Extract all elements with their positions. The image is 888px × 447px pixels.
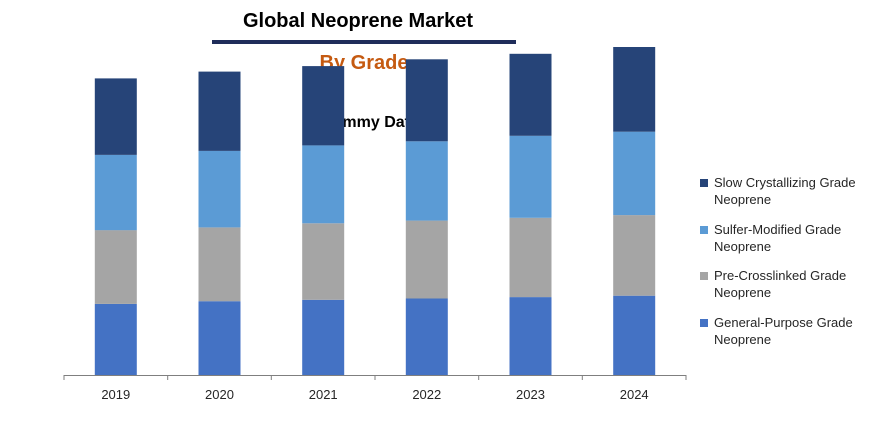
bar-segment-2024-series-0	[613, 295, 656, 375]
bar-segment-2022-series-0	[405, 298, 448, 375]
bar-segment-2023-series-2	[509, 135, 552, 218]
legend-swatch	[700, 318, 708, 327]
legend-label: General-Purpose Grade Neoprene	[714, 314, 853, 347]
stacked-bar-chart: 2019 2020 2021 2022 2023 2024	[63, 47, 687, 402]
bar-segment-2020-series-0	[198, 301, 241, 375]
bar-segment-2024-series-2	[613, 131, 656, 216]
bar-segment-2019-series-3	[94, 78, 137, 155]
bar-segment-2020-series-2	[198, 150, 241, 228]
x-tick-label: 2024	[620, 387, 649, 402]
x-tick-label: 2021	[309, 387, 338, 402]
legend-swatch	[700, 225, 708, 234]
bar-segment-2021-series-2	[302, 145, 345, 224]
x-tick-label: 2019	[101, 387, 130, 402]
bar-segment-2021-series-3	[302, 66, 345, 146]
legend-label: Pre-Crosslinked Grade Neoprene	[714, 268, 847, 300]
bar-segment-2024-series-3	[613, 47, 656, 132]
legend: Slow Crystallizing Grade Neoprene Sulfer…	[700, 174, 886, 360]
bar-segment-2020-series-1	[198, 227, 241, 302]
chart-title: Dummy Data	[321, 114, 419, 131]
bar-segment-2021-series-0	[302, 299, 345, 375]
bar-segment-2023-series-1	[509, 217, 552, 298]
bar-segment-2019-series-1	[94, 230, 137, 304]
x-axis: 2019 2020 2021 2022 2023 2024	[63, 375, 687, 402]
bar-segment-2022-series-3	[405, 59, 448, 142]
bars-layer	[94, 47, 656, 375]
legend-swatch	[700, 272, 708, 280]
bar-segment-2019-series-0	[94, 303, 137, 375]
bar-segment-2022-series-1	[405, 220, 448, 299]
bar-segment-2024-series-1	[613, 215, 656, 296]
bar-segment-2022-series-2	[405, 141, 448, 221]
x-tick-label: 2020	[205, 387, 234, 402]
legend-swatch	[700, 179, 708, 187]
legend-label: Slow Crystallizing Grade Neoprene	[714, 175, 856, 207]
bar-segment-2023-series-3	[509, 53, 552, 136]
bar-segment-2023-series-0	[509, 297, 552, 375]
legend-item: General-Purpose Grade Neoprene	[700, 314, 886, 361]
x-tick-label: 2022	[412, 387, 441, 402]
legend-item: Pre-Crosslinked Grade Neoprene	[700, 267, 886, 314]
x-tick-label: 2023	[516, 387, 545, 402]
legend-label: Sulfer-Modified Grade Neoprene	[714, 221, 842, 254]
legend-item: Slow Crystallizing Grade Neoprene	[700, 174, 886, 221]
legend-item: Sulfer-Modified Grade Neoprene	[700, 221, 886, 268]
bar-segment-2021-series-1	[302, 223, 345, 300]
main-title: Global Neoprene Market	[242, 10, 474, 32]
bar-segment-2019-series-2	[94, 155, 137, 231]
title-underline	[212, 40, 516, 44]
bar-segment-2020-series-3	[198, 71, 241, 151]
